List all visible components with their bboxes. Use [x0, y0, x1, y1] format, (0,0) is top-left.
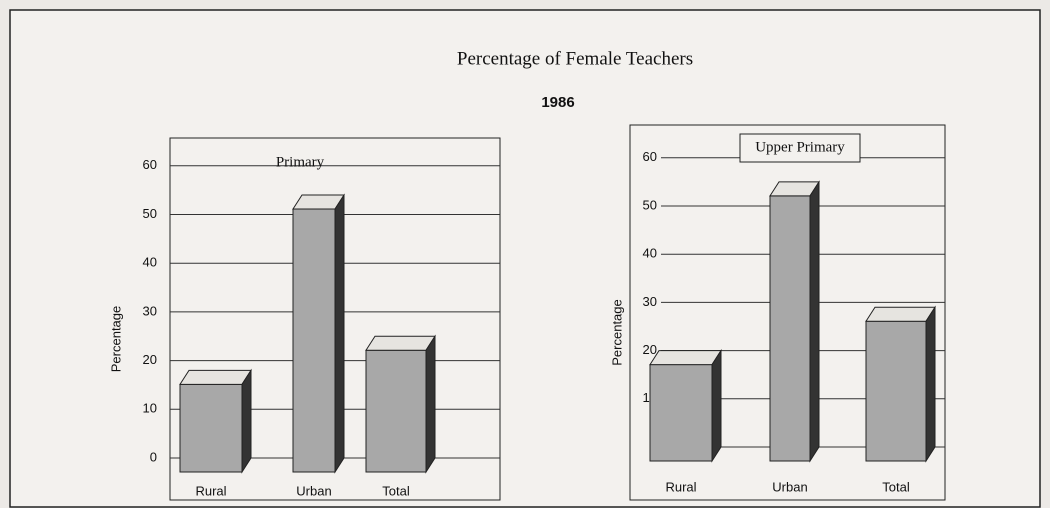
- bar-side: [711, 348, 722, 463]
- panel-title-box: [739, 133, 861, 163]
- y-tick-label: 50: [143, 206, 157, 221]
- bar-side: [241, 368, 252, 474]
- bar-top: [179, 369, 252, 385]
- x-tick-label: Urban: [296, 483, 331, 498]
- y-tick-label: 10: [143, 401, 157, 416]
- panel-title: Upper Primary: [755, 139, 845, 155]
- y-tick-label: 60: [143, 157, 157, 172]
- y-tick-label: 20: [643, 342, 657, 357]
- bar-top: [865, 306, 936, 322]
- y-tick-label: 30: [143, 303, 157, 318]
- bar-front: [865, 320, 927, 462]
- page-subtitle: 1986: [541, 94, 574, 111]
- bar-side: [334, 193, 345, 474]
- bar-top: [365, 335, 436, 351]
- bar-side: [809, 180, 820, 463]
- y-tick-label: 50: [643, 197, 657, 212]
- x-tick-label: Rural: [665, 479, 696, 494]
- bar-front: [769, 195, 811, 462]
- x-tick-label: Urban: [772, 479, 807, 494]
- x-tick-label: Total: [382, 483, 410, 498]
- bar-front: [179, 383, 243, 473]
- x-tick-label: Total: [882, 479, 910, 494]
- bar-front: [365, 349, 427, 473]
- bar-side: [925, 305, 936, 463]
- y-tick-label: 60: [643, 149, 657, 164]
- bar-front: [292, 208, 336, 473]
- page-title: Percentage of Female Teachers: [457, 48, 693, 69]
- plot-frame: [169, 137, 501, 501]
- y-tick-label: 30: [643, 294, 657, 309]
- plot-frame: [629, 124, 946, 501]
- y-axis-label: Percentage: [108, 306, 123, 373]
- x-tick-label: Rural: [195, 483, 226, 498]
- bar-side: [425, 334, 436, 474]
- bar-front: [649, 364, 713, 462]
- y-axis-label: Percentage: [609, 299, 624, 366]
- y-tick-label: 20: [143, 352, 157, 367]
- y-tick-label: 40: [143, 255, 157, 270]
- y-tick-label: 0: [150, 449, 157, 464]
- panel-title: Primary: [276, 154, 325, 170]
- bar-top: [649, 350, 722, 366]
- y-tick-label: 40: [643, 246, 657, 261]
